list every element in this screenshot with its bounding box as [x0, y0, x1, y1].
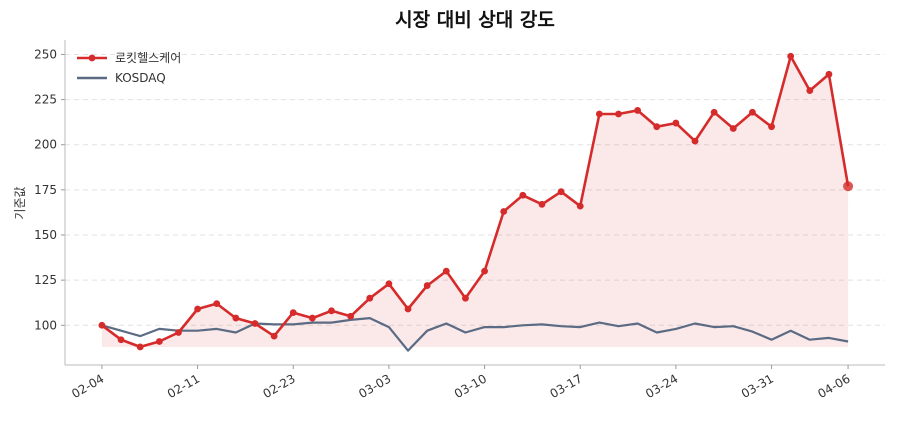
point — [462, 294, 469, 302]
x-tick-label: 02-11 — [165, 371, 202, 401]
y-axis-label: 기준값 — [13, 186, 27, 219]
point — [500, 208, 508, 215]
point — [98, 321, 106, 329]
y-tick-label: 150 — [34, 228, 57, 242]
point — [423, 282, 431, 289]
x-tick-label: 02-23 — [261, 371, 298, 401]
line — [101, 317, 849, 352]
point — [595, 110, 603, 118]
x-tick-label: 03-10 — [452, 371, 489, 401]
point — [308, 314, 316, 322]
point — [328, 307, 335, 315]
x-tick-label: 04-06 — [815, 371, 852, 401]
point — [538, 200, 546, 208]
point — [175, 329, 182, 336]
point — [155, 338, 163, 345]
point — [251, 320, 259, 327]
point — [385, 280, 393, 288]
point — [768, 123, 775, 131]
y-tick-label: 100 — [34, 318, 57, 332]
point — [270, 332, 278, 340]
area — [101, 56, 849, 347]
point — [347, 312, 355, 320]
y-tick-label: 125 — [34, 273, 57, 287]
point — [366, 294, 374, 302]
x-tick-label: 03-31 — [739, 371, 776, 401]
point — [404, 305, 412, 313]
point — [843, 181, 854, 192]
y-tick-label: 175 — [34, 183, 57, 197]
legend-label: KOSDAQ — [115, 71, 166, 85]
point — [576, 202, 584, 210]
x-tick-label: 03-03 — [356, 371, 393, 401]
point — [442, 267, 450, 275]
legend-marker — [88, 54, 96, 62]
point — [672, 119, 680, 127]
point — [749, 108, 756, 116]
x-tick-label: 03-17 — [548, 371, 585, 401]
point — [806, 87, 814, 94]
point — [653, 123, 661, 131]
point — [519, 191, 527, 199]
point — [710, 108, 718, 116]
point — [557, 188, 565, 196]
point — [825, 70, 833, 78]
point — [232, 314, 240, 322]
point — [481, 267, 488, 275]
chart-title: 시장 대비 상대 강도 — [395, 9, 555, 31]
y-tick-label: 225 — [34, 93, 57, 107]
line — [101, 55, 850, 349]
point — [615, 110, 622, 118]
x-tick-label: 03-24 — [643, 371, 680, 401]
legend-label: 로킷헬스케어 — [115, 51, 181, 65]
point — [787, 52, 795, 60]
point — [213, 300, 221, 308]
point — [691, 137, 699, 145]
point — [289, 309, 297, 317]
point — [117, 336, 125, 344]
point — [136, 343, 144, 351]
point — [634, 107, 642, 114]
y-tick-label: 200 — [34, 138, 57, 152]
y-tick-label: 250 — [34, 47, 57, 61]
point — [729, 125, 737, 132]
point — [194, 305, 201, 313]
x-tick-label: 02-04 — [69, 371, 106, 401]
